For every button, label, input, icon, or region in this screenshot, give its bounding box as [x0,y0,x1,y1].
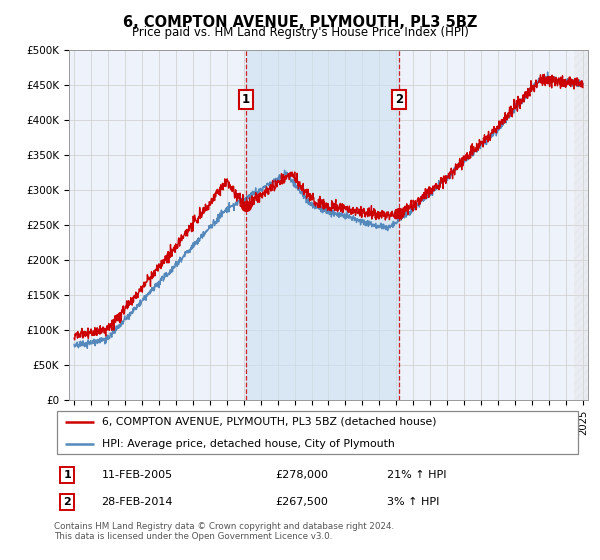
Text: 3% ↑ HPI: 3% ↑ HPI [386,497,439,507]
Text: £267,500: £267,500 [276,497,329,507]
Text: 11-FEB-2005: 11-FEB-2005 [101,470,173,480]
Text: Price paid vs. HM Land Registry's House Price Index (HPI): Price paid vs. HM Land Registry's House … [131,26,469,39]
Text: £278,000: £278,000 [276,470,329,480]
Text: HPI: Average price, detached house, City of Plymouth: HPI: Average price, detached house, City… [101,438,394,449]
Text: 28-FEB-2014: 28-FEB-2014 [101,497,173,507]
Text: 2: 2 [395,93,403,106]
Bar [574,50,588,400]
Bar [246,50,399,400]
Text: 1: 1 [64,470,71,480]
Text: 6, COMPTON AVENUE, PLYMOUTH, PL3 5BZ (detached house): 6, COMPTON AVENUE, PLYMOUTH, PL3 5BZ (de… [101,417,436,427]
Text: 2: 2 [64,497,71,507]
Text: Contains HM Land Registry data © Crown copyright and database right 2024.
This d: Contains HM Land Registry data © Crown c… [54,522,394,542]
Text: 1: 1 [242,93,250,106]
Text: 6, COMPTON AVENUE, PLYMOUTH, PL3 5BZ: 6, COMPTON AVENUE, PLYMOUTH, PL3 5BZ [123,15,477,30]
Text: 21% ↑ HPI: 21% ↑ HPI [386,470,446,480]
FancyBboxPatch shape [56,410,578,455]
